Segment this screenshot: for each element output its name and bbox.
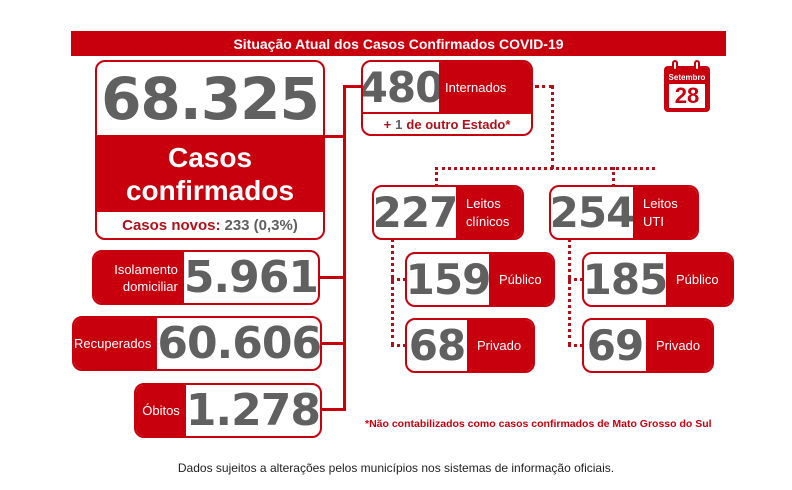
clinical-public-value: 159 <box>405 255 491 304</box>
footnote: *Não contabilizados como casos confirmad… <box>365 418 712 430</box>
icu-public-card: 185 Público <box>582 252 734 307</box>
clinical-beds-label: Leitos clínicos <box>456 187 522 238</box>
calendar-day: 28 <box>669 84 705 108</box>
calendar-month: Setembro <box>668 73 706 82</box>
deaths-card: Óbitos 1.278 <box>134 383 322 438</box>
icu-beds-value: 254 <box>549 188 635 237</box>
hospitalized-card: 480 Internados + 1 de outro Estado* <box>361 60 533 136</box>
confirmed-cases-value: 68.325 <box>101 64 320 133</box>
clinical-private-label: Privado <box>467 320 533 371</box>
plus-sign: + <box>383 116 392 132</box>
connector-line <box>320 276 345 279</box>
deaths-label: Óbitos <box>136 385 186 436</box>
new-cases-label: Casos novos: <box>122 216 221 234</box>
label-line: Isolamento <box>114 261 178 277</box>
clinical-public-card: 159 Público <box>405 252 555 307</box>
dotted-connector <box>535 85 553 88</box>
other-state-note: + 1 de outro Estado* <box>363 112 531 134</box>
dotted-connector <box>435 167 438 187</box>
icu-beds-card: 254 Leitos UTI <box>549 185 699 240</box>
clinical-private-value: 68 <box>408 321 466 370</box>
icu-private-label: Privado <box>646 320 712 371</box>
clinical-beds-card: 227 Leitos clínicos <box>372 185 524 240</box>
dotted-connector <box>435 167 655 170</box>
recovered-label: Recuperados <box>74 318 158 369</box>
label-line: Casos <box>167 141 253 173</box>
connector-line <box>343 85 363 88</box>
icu-public-label: Público <box>666 254 732 305</box>
label-line: Leitos <box>643 195 678 211</box>
clinical-beds-value: 227 <box>372 188 458 237</box>
connector-line <box>343 85 346 410</box>
recovered-value: 60.606 <box>157 318 322 369</box>
calendar-icon: Setembro 28 <box>662 60 712 112</box>
home-isolation-value: 5.961 <box>183 252 318 303</box>
label-line: clínicos <box>466 213 510 229</box>
confirmed-cases-label: Casos confirmados <box>97 135 323 212</box>
clinical-private-card: 68 Privado <box>405 318 535 373</box>
calendar-ring-icon <box>672 60 678 71</box>
other-state-label: de outro Estado* <box>406 116 511 132</box>
icu-public-value: 185 <box>582 255 668 304</box>
hospitalized-value: 480 <box>361 62 444 112</box>
header-banner: Situação Atual dos Casos Confirmados COV… <box>71 31 726 56</box>
icu-private-card: 69 Privado <box>582 318 714 373</box>
dotted-connector <box>551 85 554 169</box>
home-isolation-label: Isolamento domiciliar <box>94 252 184 303</box>
dotted-connector <box>391 238 394 346</box>
connector-line <box>322 408 346 411</box>
recovered-card: Recuperados 60.606 <box>72 316 322 371</box>
dotted-connector <box>612 167 615 187</box>
connector-line <box>325 135 345 138</box>
calendar-ring-icon <box>694 60 700 71</box>
dotted-connector <box>568 344 583 347</box>
label-line: Leitos <box>466 195 501 211</box>
deaths-value: 1.278 <box>185 385 320 436</box>
confirmed-cases-card: 68.325 Casos confirmados Casos novos: 23… <box>95 60 325 240</box>
icu-private-value: 69 <box>586 321 644 370</box>
label-line: confirmados <box>125 174 295 206</box>
icu-beds-label: Leitos UTI <box>633 187 697 238</box>
disclaimer: Dados sujeitos a alterações pelos municí… <box>177 461 615 475</box>
connector-line <box>322 342 345 345</box>
other-state-value: 1 <box>395 116 403 132</box>
dotted-connector <box>568 238 571 346</box>
home-isolation-card: Isolamento domiciliar 5.961 <box>92 250 320 305</box>
dotted-connector <box>391 344 406 347</box>
label-line: domiciliar <box>122 278 178 294</box>
page-title: Situação Atual dos Casos Confirmados COV… <box>233 35 564 52</box>
dotted-connector <box>568 278 583 281</box>
new-cases: Casos novos: 233 (0,3%) <box>97 212 323 238</box>
dotted-connector <box>391 278 406 281</box>
clinical-public-label: Público <box>489 254 553 305</box>
new-cases-value: 233 (0,3%) <box>224 216 298 234</box>
label-line: UTI <box>643 213 664 229</box>
hospitalized-label: Internados <box>439 62 531 112</box>
